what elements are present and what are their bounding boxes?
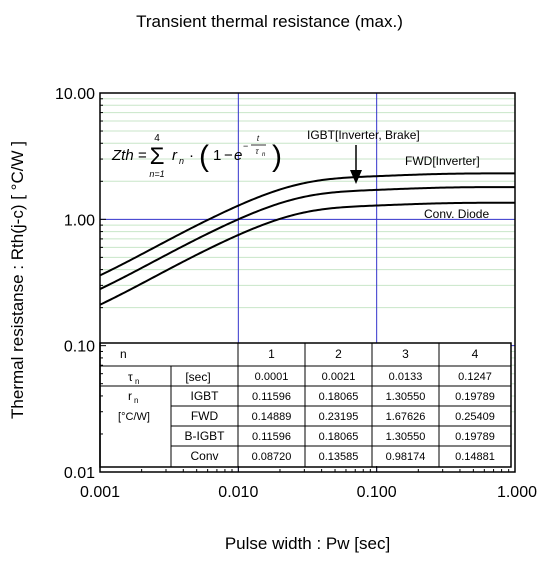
table-cell-3-2: 0.18065 [319, 431, 359, 443]
formula-eq: = [138, 147, 147, 164]
y-tick-label: 0.10 [64, 339, 95, 356]
table-cell-3-1: 0.11596 [252, 431, 291, 443]
table-cell-1-4: 0.19789 [455, 391, 495, 403]
curves [99, 172, 515, 306]
table-cell-4-2: 0.13585 [319, 451, 359, 463]
table-tau-value-3: 0.0133 [389, 371, 423, 383]
table-header-1: 1 [268, 347, 275, 361]
formula-exp-t: t [257, 134, 260, 143]
table-r-label: r [128, 389, 132, 403]
table-row-label-4: Conv [190, 449, 218, 463]
table-cell-2-3: 1.67626 [386, 411, 426, 423]
formula-minus: − [224, 147, 233, 164]
formula-r-sub: n [179, 156, 184, 166]
label-igbt: IGBT[Inverter, Brake] [307, 128, 420, 142]
x-tick-label: 0.010 [218, 484, 258, 501]
formula-one: 1 [213, 147, 221, 164]
table-header-2: 2 [335, 347, 342, 361]
formula-r: r [172, 147, 178, 164]
table-tau-sub: n [135, 377, 139, 386]
arrow-head [350, 170, 362, 184]
label-fwd: FWD[Inverter] [405, 154, 480, 168]
table-header-3: 3 [402, 347, 409, 361]
series-line-1 [99, 172, 515, 277]
series-line-2 [99, 186, 515, 290]
table-cell-1-1: 0.11596 [252, 391, 291, 403]
table-tau-unit: [sec] [185, 370, 210, 384]
y-tick-label: 1.00 [64, 212, 95, 229]
table-cell-4-4: 0.14881 [455, 451, 495, 463]
y-tick-label: 10.00 [55, 86, 95, 103]
formula-exp-minus: − [243, 141, 248, 151]
table-r-sub: n [134, 396, 138, 405]
formula: Zth =4Σn=1r n ·(1− e−tτ n) [111, 133, 282, 179]
annotations: IGBT[Inverter, Brake] FWD[Inverter] Conv. … [307, 128, 489, 221]
table-tau-label: τ [128, 370, 133, 384]
series-line-3 [99, 201, 515, 306]
y-tick-label: 0.01 [64, 465, 95, 482]
x-tick-label: 0.100 [357, 484, 397, 501]
table-cell-3-4: 0.19789 [455, 431, 495, 443]
formula-sum: Σ [150, 143, 165, 170]
table-header-n: n [120, 347, 127, 361]
formula-exp-tau-sub: n [262, 152, 266, 158]
table-row-label-1: IGBT [190, 389, 219, 403]
table-cell-3-3: 1.30550 [386, 431, 426, 443]
table-cell-2-2: 0.23195 [319, 411, 359, 423]
table-tau-value-4: 0.1247 [458, 371, 492, 383]
table-tau-value-2: 0.0021 [322, 371, 356, 383]
formula-sum-bottom: n=1 [149, 169, 164, 179]
formula-e: e [234, 147, 242, 164]
table-cell-4-3: 0.98174 [386, 451, 426, 463]
formula-sum-top: 4 [154, 133, 160, 144]
plot-frame [99, 92, 516, 473]
chart-title: Transient thermal resistance (max.) [136, 12, 403, 31]
table-r-unit: [°C/W] [118, 411, 150, 423]
axes: 0.01 0.10 1.00 10.00 0.001 0.010 0.100 1.000 [55, 86, 537, 501]
x-axis-label: Pulse width : Pw [sec] [224, 534, 391, 553]
formula-paren-close: ) [272, 140, 282, 173]
formula-paren-open: ( [199, 140, 209, 173]
table-cell-4-1: 0.08720 [252, 451, 292, 463]
table-header-4: 4 [472, 347, 479, 361]
formula-exp-tau: τ [256, 147, 260, 156]
table-cell-1-2: 0.18065 [319, 391, 359, 403]
table-cell-2-4: 0.25409 [455, 411, 495, 423]
table-cell-2-1: 0.14889 [252, 411, 292, 423]
table-row-label-3: B-IGBT [184, 429, 225, 443]
table-row-label-2: FWD [191, 409, 219, 423]
table-tau-value-1: 0.0001 [255, 371, 289, 383]
x-tick-label: 0.001 [80, 484, 120, 501]
formula-dot: · [189, 147, 194, 164]
table-cell-1-3: 1.30550 [386, 391, 426, 403]
x-tick-label: 1.000 [497, 484, 537, 501]
formula-lhs: Zth [111, 147, 134, 164]
label-conv-diode: Conv. Diode [424, 207, 489, 221]
